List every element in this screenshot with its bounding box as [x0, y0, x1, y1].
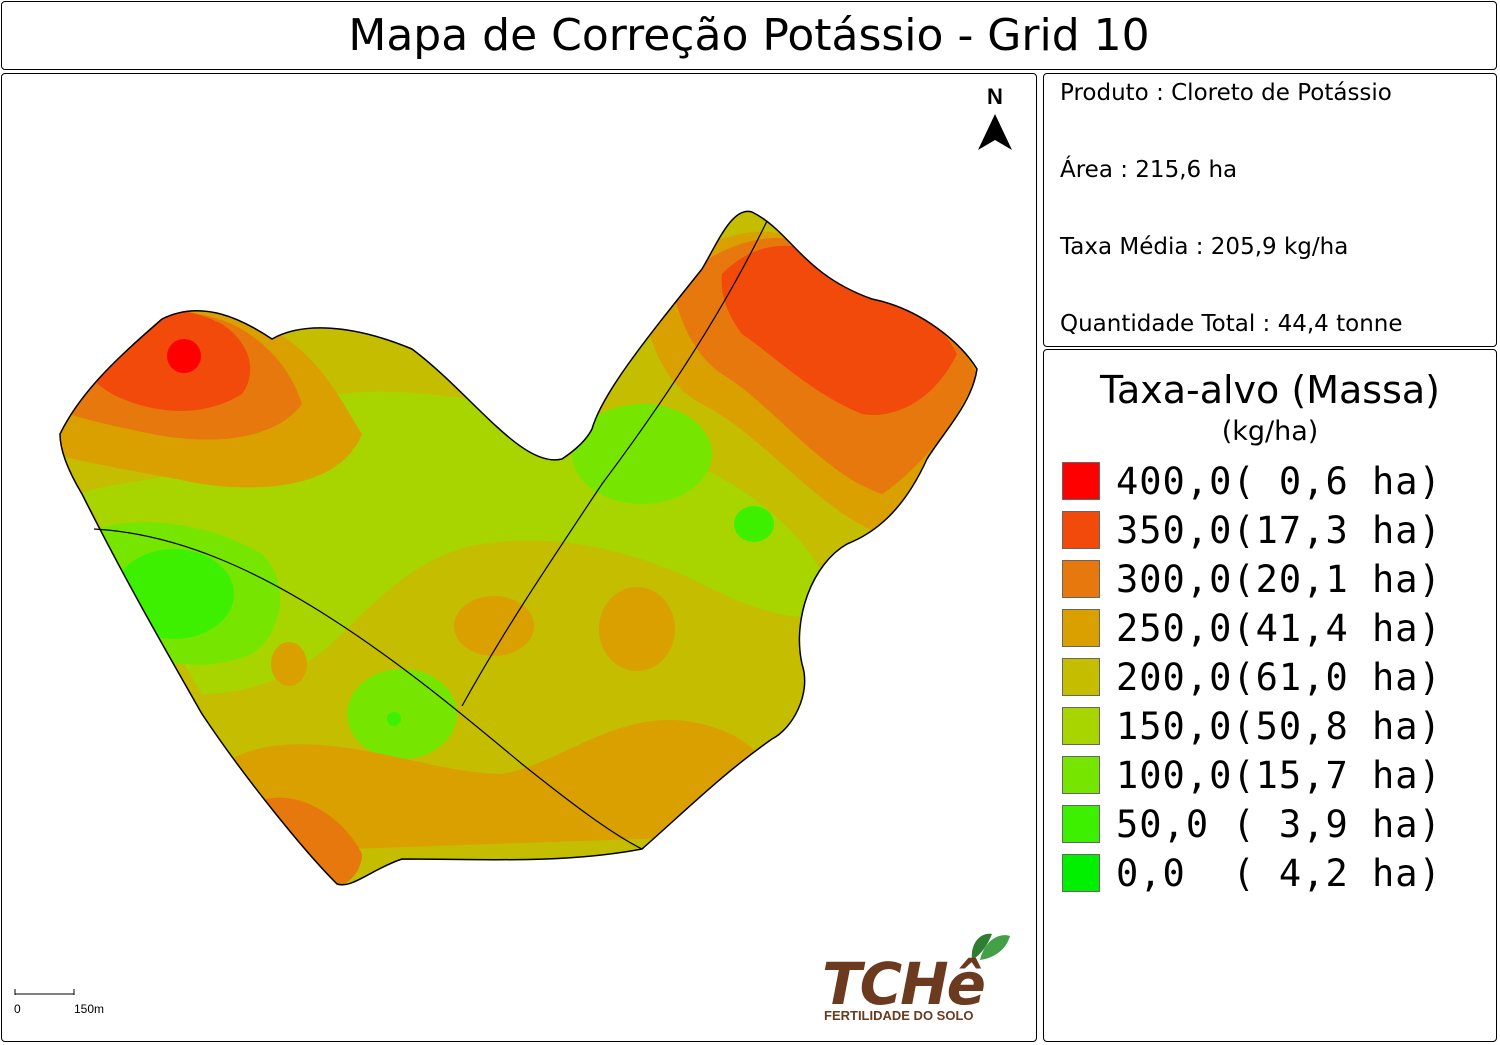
- legend-unit: (kg/ha): [1221, 416, 1319, 447]
- field-boundary: [59, 210, 978, 886]
- scale-bar: 0 150m: [14, 986, 104, 1016]
- legend-swatch: [1062, 462, 1100, 500]
- legend-item: 100,0(15,7 ha): [1062, 753, 1442, 797]
- legend-item: 0,0 ( 4,2 ha): [1062, 851, 1442, 895]
- legend-swatch: [1062, 511, 1100, 549]
- north-label: N: [987, 84, 1003, 109]
- legend-swatch: [1062, 707, 1100, 745]
- legend-label: 100,0(15,7 ha): [1116, 753, 1442, 797]
- legend-swatch: [1062, 854, 1100, 892]
- legend-label: 150,0(50,8 ha): [1116, 704, 1442, 748]
- legend-label: 200,0(61,0 ha): [1116, 655, 1442, 699]
- title-box: Mapa de Correção Potássio - Grid 10: [1, 1, 1497, 70]
- legend-swatch: [1062, 658, 1100, 696]
- leaf-logo-icon: [971, 933, 1010, 960]
- legend-label: 350,0(17,3 ha): [1116, 508, 1442, 552]
- legend-item: 250,0(41,4 ha): [1062, 606, 1442, 650]
- legend-item: 200,0(61,0 ha): [1062, 655, 1442, 699]
- legend-swatch: [1062, 756, 1100, 794]
- legend-item: 350,0(17,3 ha): [1062, 508, 1442, 552]
- legend-swatch: [1062, 560, 1100, 598]
- scale-start-label: 0: [14, 1002, 21, 1016]
- field-map[interactable]: [2, 74, 1037, 1042]
- legend-label: 250,0(41,4 ha): [1116, 606, 1442, 650]
- legend-item: 150,0(50,8 ha): [1062, 704, 1442, 748]
- legend-label: 50,0 ( 3,9 ha): [1116, 802, 1442, 846]
- division-line-east: [461, 220, 768, 707]
- legend-label: 400,0( 0,6 ha): [1116, 459, 1442, 503]
- scale-end-label: 150m: [74, 1002, 104, 1016]
- average-rate-info: Taxa Média : 205,9 kg/ha: [1060, 234, 1349, 260]
- legend-label: 300,0(20,1 ha): [1116, 557, 1442, 601]
- page-title: Mapa de Correção Potássio - Grid 10: [348, 10, 1150, 61]
- area-info: Área : 215,6 ha: [1060, 157, 1238, 183]
- division-line-south: [93, 528, 643, 850]
- legend-title: Taxa-alvo (Massa): [1100, 368, 1440, 412]
- product-info: Produto : Cloreto de Potássio: [1060, 80, 1392, 106]
- company-logo: TCHê FERTILIDADE DO SOLO: [814, 924, 1024, 1034]
- total-quantity-info: Quantidade Total : 44,4 tonne: [1060, 311, 1403, 337]
- north-arrow: N: [970, 82, 1020, 154]
- legend-label: 0,0 ( 4,2 ha): [1116, 851, 1442, 895]
- legend-swatch: [1062, 609, 1100, 647]
- north-arrow-icon: N: [978, 84, 1012, 150]
- info-panel: Produto : Cloreto de Potássio Área : 215…: [1043, 73, 1497, 347]
- map-panel[interactable]: N 0 150m TCHê FERTILIDADE DO SOLO: [1, 73, 1037, 1042]
- legend-item: 400,0( 0,6 ha): [1062, 459, 1442, 503]
- legend-item: 50,0 ( 3,9 ha): [1062, 802, 1442, 846]
- logo-subtitle: FERTILIDADE DO SOLO: [824, 1008, 974, 1023]
- logo-name: TCHê: [822, 950, 986, 1018]
- legend-panel: Taxa-alvo (Massa) (kg/ha) 400,0( 0,6 ha)…: [1043, 349, 1497, 1042]
- legend-swatch: [1062, 805, 1100, 843]
- legend-item: 300,0(20,1 ha): [1062, 557, 1442, 601]
